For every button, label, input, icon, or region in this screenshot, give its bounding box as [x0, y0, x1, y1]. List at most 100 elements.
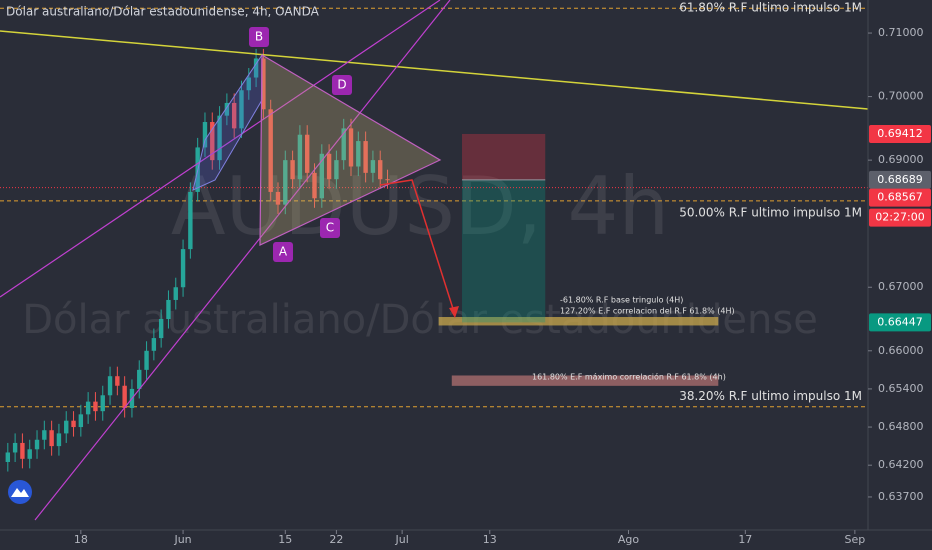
- zone: [438, 317, 719, 326]
- countdown-badge: [869, 208, 931, 227]
- candle-body: [363, 141, 368, 173]
- projection-arrow: [379, 179, 456, 316]
- y-tick-label: 0.64800: [878, 420, 924, 433]
- price-badge-label: 0.69412: [877, 127, 923, 140]
- pattern-point: [273, 242, 293, 262]
- candle-body: [64, 420, 69, 434]
- price-axis: [868, 0, 932, 550]
- pattern-point: [249, 27, 269, 47]
- candle-body: [224, 102, 230, 116]
- zone: [451, 375, 719, 386]
- candle-body: [100, 395, 105, 412]
- candle-body: [312, 172, 317, 199]
- y-tick-label: 0.69000: [878, 153, 924, 166]
- stop-zone: [462, 133, 546, 180]
- price-badge-label: 0.66447: [877, 315, 923, 328]
- candle-body: [261, 58, 266, 110]
- candle-body: [370, 160, 376, 173]
- candle-body: [334, 160, 339, 180]
- candle-body: [246, 77, 251, 91]
- price-badge-label: 0.68567: [877, 191, 923, 204]
- candle-body: [115, 376, 120, 386]
- y-tick-label: 0.65400: [878, 382, 924, 395]
- pattern-point: [320, 218, 340, 238]
- candle-body: [239, 90, 244, 129]
- pattern-label: C: [326, 221, 334, 235]
- candle-body: [326, 153, 332, 180]
- note: 127.20% E.F correlacion del R.F 61.8% (4…: [560, 307, 735, 316]
- y-tick-label: 0.66000: [878, 344, 924, 357]
- candle-body: [137, 369, 142, 389]
- candle-body: [319, 153, 325, 199]
- candle-body: [268, 109, 273, 192]
- y-tick-label: 0.70000: [878, 90, 924, 103]
- pattern-label: D: [337, 78, 346, 92]
- candle-body: [385, 179, 390, 181]
- candle-body: [34, 439, 40, 450]
- candle-body: [275, 191, 281, 205]
- drawings: A B C D -61.80% R.F base tringulo (4H) 1…: [0, 0, 869, 521]
- candle-body: [27, 449, 32, 459]
- candle-body: [49, 430, 54, 447]
- x-tick-label: 13: [483, 533, 497, 546]
- fib-level-label: 50.00% R.F ultimo impulso 1M: [679, 205, 862, 219]
- price-badge: [869, 124, 931, 143]
- candle-body: [180, 249, 186, 288]
- note: -61.80% R.F base tringulo (4H): [560, 296, 683, 305]
- price-badge-label: 0.68689: [877, 173, 923, 186]
- target-zone: [462, 179, 546, 323]
- candle-body: [356, 141, 361, 167]
- candle-body: [5, 452, 11, 463]
- trend-line: [0, 30, 869, 110]
- logo-mark: [11, 488, 29, 497]
- candle-body: [283, 160, 288, 205]
- chart-title: Dólar australiano/Dólar estadounidense, …: [6, 5, 320, 19]
- arrow-head: [449, 306, 459, 318]
- candle-body: [20, 442, 25, 459]
- pattern-point: [332, 75, 352, 95]
- candle-body: [378, 160, 383, 180]
- price-badge: [869, 313, 931, 332]
- x-tick-label: 18: [74, 533, 88, 546]
- x-tick-label: Jul: [394, 533, 408, 546]
- countdown: 02:27:00: [875, 211, 924, 224]
- note: 161.80% E.F máximo correlación R.F 61.8%…: [532, 372, 726, 382]
- candle-body: [56, 433, 62, 447]
- fib-level-label: 38.20% R.F ultimo impulso 1M: [679, 389, 862, 403]
- axes: 0.71000 0.70000 0.69000 0.67000 0.66000 0.654…: [74, 26, 931, 546]
- candle-body: [78, 414, 84, 428]
- x-tick-label: Sep: [844, 533, 865, 546]
- candle-body: [93, 401, 98, 412]
- candle-body: [297, 134, 303, 180]
- candle-body: [158, 319, 164, 339]
- candle-body: [144, 350, 149, 370]
- channel-line: [34, 0, 451, 521]
- candle-body: [122, 385, 127, 408]
- candle-body: [341, 128, 346, 161]
- channel-line: [0, 0, 441, 298]
- candle-body: [202, 122, 208, 148]
- candle-body: [304, 134, 310, 173]
- candle-body: [42, 430, 47, 440]
- fib-level-label: 61.80% R.F ultimo impulso 1M: [679, 1, 862, 15]
- y-tick-label: 0.64200: [878, 458, 924, 471]
- y-tick-label: 0.71000: [878, 26, 924, 39]
- pattern-label: A: [279, 245, 288, 259]
- candle-body: [348, 128, 354, 167]
- candle-body: [253, 58, 259, 78]
- y-tick-label: 0.67000: [878, 280, 924, 293]
- candle-body: [217, 115, 222, 161]
- candle-body: [210, 122, 215, 161]
- x-tick-label: 15: [278, 533, 292, 546]
- x-tick-label: 22: [329, 533, 343, 546]
- candle-body: [173, 287, 178, 300]
- candle-body: [290, 160, 295, 180]
- price-badge: [869, 188, 931, 207]
- candle-body: [231, 102, 237, 129]
- candle-body: [71, 420, 76, 428]
- candle-body: [151, 338, 157, 351]
- x-tick-label: 17: [738, 533, 752, 546]
- pattern-label: B: [255, 30, 263, 44]
